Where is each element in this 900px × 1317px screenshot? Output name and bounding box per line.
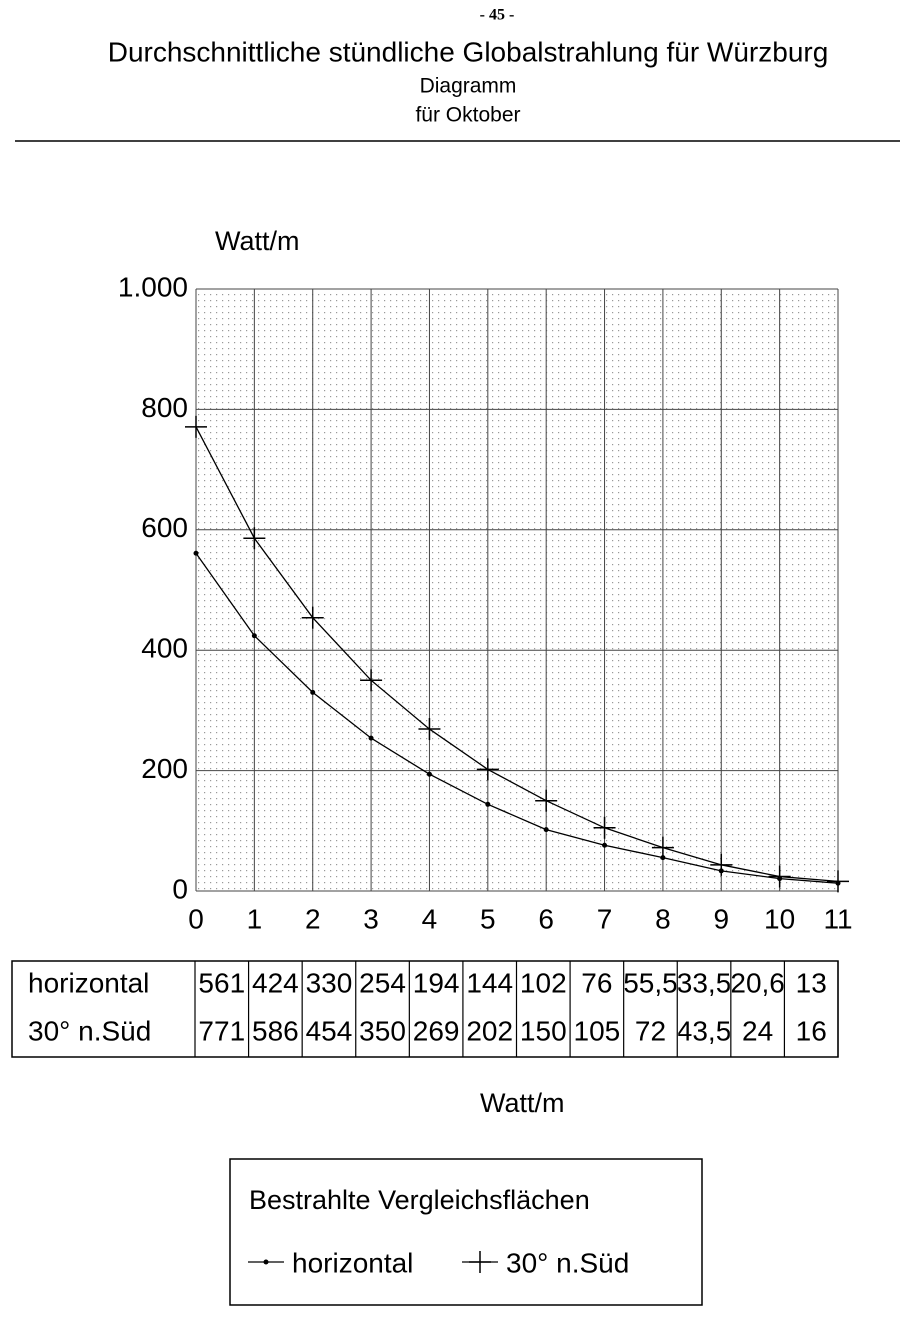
marker bbox=[768, 865, 791, 888]
table-cell: 150 bbox=[520, 1015, 567, 1046]
x-tick-label: 11 bbox=[823, 903, 852, 934]
legend-label: 30° n.Süd bbox=[506, 1247, 629, 1278]
marker bbox=[543, 827, 549, 833]
marker bbox=[368, 735, 374, 741]
y-axis-label: Watt/m bbox=[215, 226, 300, 256]
x-tick-label: 4 bbox=[422, 903, 438, 934]
x-tick-label: 2 bbox=[305, 903, 321, 934]
y-tick-label: 0 bbox=[172, 873, 188, 904]
x-axis-label: Watt/m bbox=[480, 1088, 565, 1118]
y-tick-label: 200 bbox=[141, 753, 188, 784]
chart-title: Durchschnittliche stündliche Globalstrah… bbox=[108, 36, 829, 67]
marker bbox=[602, 842, 608, 848]
table-cell: 454 bbox=[306, 1015, 353, 1046]
table-cell: 144 bbox=[466, 967, 513, 998]
table-cell: 586 bbox=[252, 1015, 299, 1046]
table-cell: 13 bbox=[796, 967, 827, 998]
marker bbox=[485, 801, 491, 807]
table-cell: 33,5 bbox=[677, 967, 732, 998]
x-tick-label: 3 bbox=[363, 903, 379, 934]
marker bbox=[193, 550, 199, 556]
table-cell: 424 bbox=[252, 967, 299, 998]
x-tick-label: 9 bbox=[713, 903, 729, 934]
marker bbox=[310, 689, 316, 695]
y-tick-label: 800 bbox=[141, 392, 188, 423]
chart-subtitle: Diagramm bbox=[420, 75, 517, 98]
table-cell: 771 bbox=[198, 1015, 245, 1046]
table-cell: 254 bbox=[359, 967, 406, 998]
table-cell: 24 bbox=[742, 1015, 773, 1046]
marker bbox=[710, 853, 733, 876]
marker bbox=[360, 669, 383, 692]
x-tick-label: 7 bbox=[597, 903, 613, 934]
marker bbox=[426, 771, 432, 777]
x-tick-label: 5 bbox=[480, 903, 496, 934]
x-tick-label: 10 bbox=[764, 903, 795, 934]
x-tick-label: 0 bbox=[188, 903, 204, 934]
table-cell: 72 bbox=[635, 1015, 666, 1046]
x-tick-label: 1 bbox=[247, 903, 263, 934]
marker bbox=[535, 789, 558, 812]
table-row-label: 30° n.Süd bbox=[28, 1015, 151, 1046]
y-tick-label: 600 bbox=[141, 512, 188, 543]
marker bbox=[593, 816, 616, 839]
table-cell: 102 bbox=[520, 967, 567, 998]
chart-subtitle: für Oktober bbox=[415, 104, 520, 127]
series-line bbox=[195, 426, 839, 883]
plot-background bbox=[196, 289, 838, 891]
legend-title: Bestrahlte Vergleichsflächen bbox=[249, 1185, 590, 1215]
table-cell: 561 bbox=[198, 967, 245, 998]
table-cell: 350 bbox=[359, 1015, 406, 1046]
table-cell: 194 bbox=[413, 967, 460, 998]
marker bbox=[418, 718, 441, 741]
y-tick-label: 400 bbox=[141, 633, 188, 664]
page-number: - 45 - bbox=[480, 7, 515, 24]
legend-label: horizontal bbox=[292, 1247, 413, 1278]
table-cell: 105 bbox=[574, 1015, 621, 1046]
table-cell: 269 bbox=[413, 1015, 460, 1046]
marker bbox=[251, 633, 257, 639]
table-cell: 43,5 bbox=[677, 1015, 732, 1046]
table-cell: 16 bbox=[796, 1015, 827, 1046]
marker bbox=[476, 758, 499, 781]
table-cell: 76 bbox=[581, 967, 612, 998]
marker bbox=[263, 1259, 269, 1265]
marker bbox=[243, 527, 266, 550]
y-tick-label: 1.000 bbox=[118, 271, 188, 302]
table-cell: 202 bbox=[466, 1015, 513, 1046]
marker bbox=[651, 836, 674, 859]
marker bbox=[469, 1251, 491, 1273]
marker bbox=[185, 415, 207, 438]
x-tick-label: 6 bbox=[538, 903, 554, 934]
legend-box bbox=[229, 1158, 703, 1306]
table-cell: 330 bbox=[306, 967, 353, 998]
series-line bbox=[195, 552, 839, 884]
marker bbox=[827, 870, 849, 893]
x-tick-label: 8 bbox=[655, 903, 671, 934]
table-cell: 55,5 bbox=[623, 967, 678, 998]
marker bbox=[301, 606, 324, 629]
table-row-label: horizontal bbox=[28, 967, 149, 998]
table-cell: 20,6 bbox=[730, 967, 785, 998]
